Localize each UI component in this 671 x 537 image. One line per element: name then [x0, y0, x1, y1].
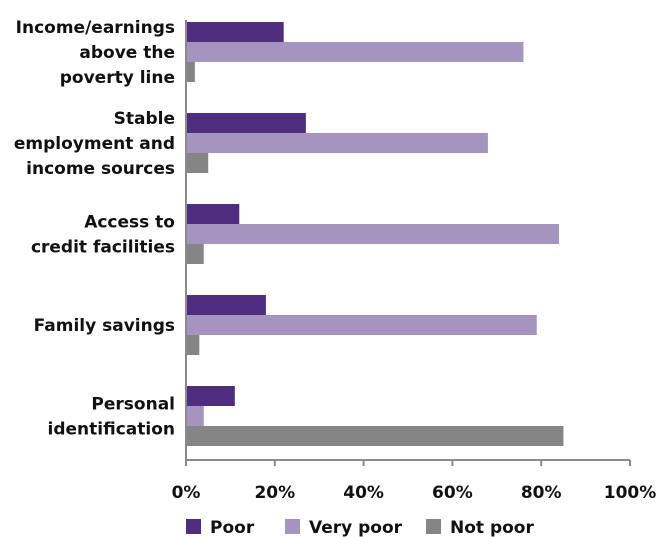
x-tick-label-0: 0%	[172, 483, 201, 503]
bar-not-poor-1	[186, 153, 209, 173]
bar-very-poor-2	[186, 224, 559, 244]
bar-very-poor-3	[186, 315, 537, 335]
category-label-4-line-0: Personal	[91, 395, 175, 415]
x-axis-ticks: 0% 20% 40% 60% 80% 100%	[172, 460, 657, 503]
bar-very-poor-4	[186, 406, 204, 426]
bar-not-poor-4	[186, 426, 564, 446]
category-label-3-line-0: Family savings	[34, 316, 175, 336]
bar-not-poor-2	[186, 244, 204, 264]
x-tick-label-5: 100%	[604, 483, 657, 503]
bars-group	[186, 22, 564, 446]
category-label-1-line-0: Stable	[114, 109, 175, 129]
bar-poor-4	[186, 386, 235, 406]
legend-swatch-poor	[186, 519, 201, 534]
category-label-4-line-1: identification	[48, 420, 175, 440]
legend: Poor Very poor Not poor	[186, 518, 534, 537]
legend-swatch-very-poor	[285, 519, 300, 534]
bar-poor-3	[186, 295, 266, 315]
x-tick-label-1: 20%	[254, 483, 295, 503]
category-label-0-line-1: above the	[79, 43, 175, 63]
category-label-2-line-0: Access to	[84, 213, 175, 233]
category-label-0-line-2: poverty line	[60, 68, 175, 88]
x-tick-label-2: 40%	[343, 483, 384, 503]
legend-label-very-poor: Very poor	[309, 518, 403, 537]
bar-poor-2	[186, 204, 240, 224]
category-label-1-line-2: income sources	[26, 159, 175, 179]
bar-very-poor-1	[186, 133, 488, 153]
bar-poor-1	[186, 113, 306, 133]
category-labels: Income/earnings above the poverty line Stab…	[14, 18, 175, 440]
bar-not-poor-3	[186, 335, 200, 355]
category-label-1-line-1: employment and	[14, 134, 175, 154]
legend-label-poor: Poor	[210, 518, 255, 537]
x-tick-label-3: 60%	[432, 483, 473, 503]
x-tick-label-4: 80%	[521, 483, 562, 503]
category-label-0-line-0: Income/earnings	[16, 18, 175, 38]
category-label-2-line-1: credit facilities	[31, 238, 175, 258]
bar-not-poor-0	[186, 62, 195, 82]
bar-poor-0	[186, 22, 284, 42]
bar-very-poor-0	[186, 42, 524, 62]
legend-label-not-poor: Not poor	[450, 518, 534, 537]
legend-swatch-not-poor	[426, 519, 441, 534]
